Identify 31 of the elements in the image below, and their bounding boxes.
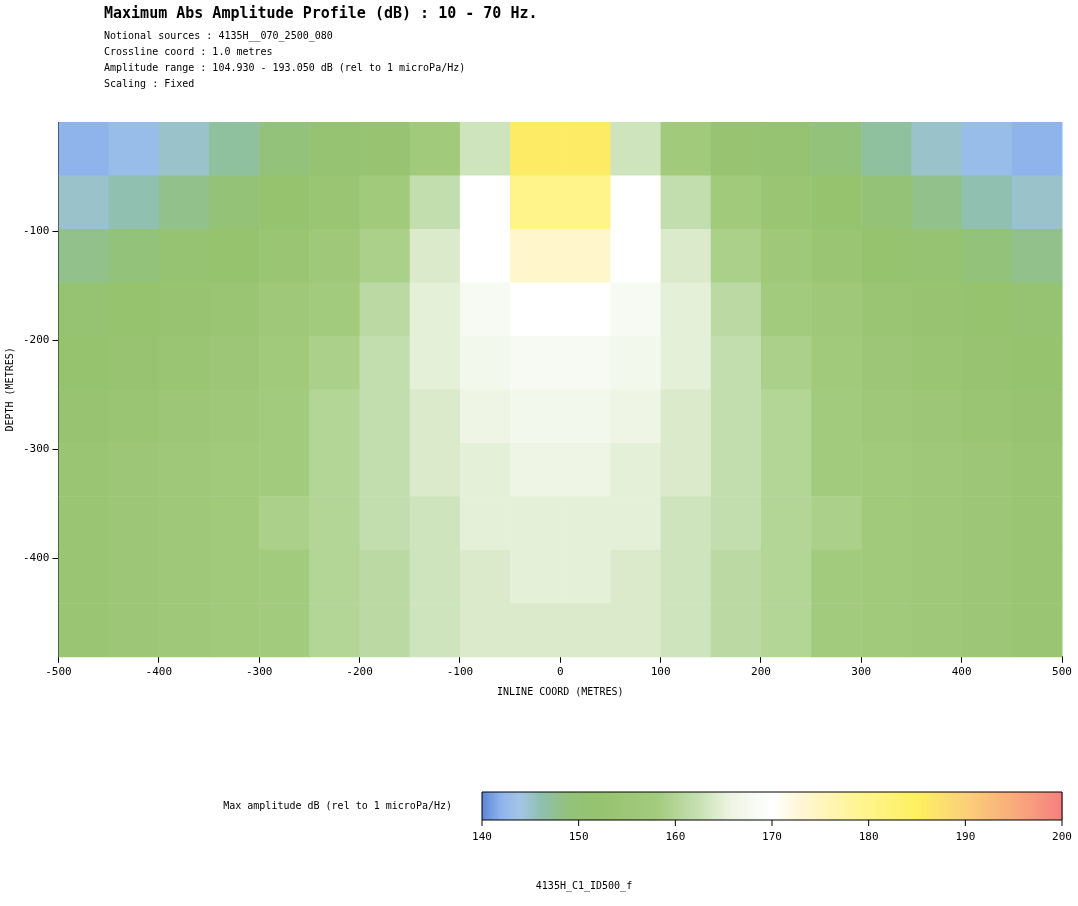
color-bar-label: 200 (1052, 830, 1072, 844)
color-bar-label: 160 (665, 830, 686, 844)
color-bar-label: 170 (762, 830, 782, 844)
chart-title: Maximum Abs Amplitude Profile (dB) : 10 - 70 Hz. (104, 4, 538, 22)
text: Scaling : Fixed (104, 77, 196, 91)
x-tick-label: 100 (650, 665, 671, 679)
x-tick-label: 400 (951, 665, 972, 679)
color-bar-label: 150 (568, 830, 589, 844)
x-tick-label: -500 (45, 665, 72, 679)
x-tick-label: 500 (1052, 665, 1072, 679)
x-tick-label: -400 (145, 665, 173, 679)
x-tick-label: 300 (851, 665, 872, 679)
y-axis-title: DEPTH (METRES) (3, 347, 15, 432)
y-tick-label: -300 (22, 442, 50, 456)
x-tick-label: -200 (346, 665, 373, 679)
color-bar-label: 180 (858, 830, 879, 844)
text: 4135H_C1_ID500_f (534, 880, 634, 891)
y-tick-label: -100 (22, 224, 50, 237)
text: Notional sources : 4135H__070_2500_080 (104, 29, 334, 44)
text: Amplitude range : 104.930 - 193.050 dB (rel to 1 microPa/Hz) (104, 61, 467, 75)
x-tick-label: -100 (446, 665, 474, 679)
color-bar-label: 190 (955, 830, 976, 844)
x-tick-label: 0 (556, 665, 564, 679)
color-bar-label: 140 (472, 830, 492, 844)
text: Crossline coord : 1.0 metres (104, 45, 274, 59)
y-tick-label: -400 (22, 551, 50, 565)
y-tick-label: -200 (22, 333, 50, 347)
color-bar-title: Max amplitude dB (rel to 1 microPa/Hz) (223, 799, 452, 811)
x-tick-label: 200 (751, 665, 771, 679)
x-axis-title: INLINE COORD (METRES) (497, 685, 624, 697)
x-tick-label: -300 (245, 665, 273, 679)
